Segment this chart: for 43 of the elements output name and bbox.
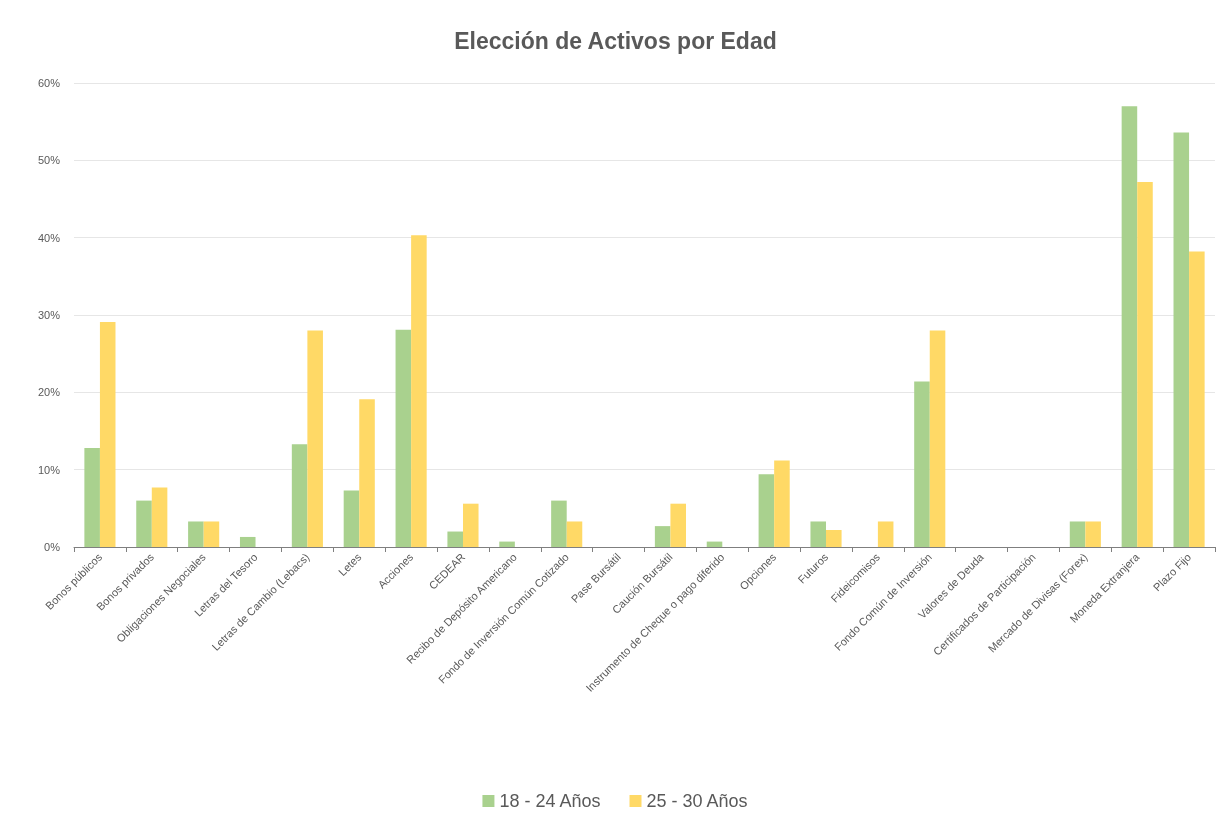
bar xyxy=(877,521,894,547)
y-tick-label: 50% xyxy=(37,154,61,167)
y-tick-label: 40% xyxy=(37,231,61,244)
bar xyxy=(151,487,168,547)
y-tick-label: 30% xyxy=(37,309,61,321)
bar xyxy=(758,474,775,547)
bar xyxy=(1189,251,1205,547)
bar xyxy=(654,526,671,547)
bar xyxy=(136,500,152,547)
bar xyxy=(84,448,100,547)
bar xyxy=(1121,106,1138,547)
bar xyxy=(1069,521,1086,547)
bar xyxy=(359,399,375,547)
bar xyxy=(99,321,116,547)
bar xyxy=(826,529,842,547)
bar xyxy=(499,541,515,547)
legend-label: 18 - 24 Años xyxy=(499,791,601,811)
bar xyxy=(929,330,946,547)
y-tick-label: 10% xyxy=(37,463,61,476)
bar xyxy=(551,500,567,547)
bar xyxy=(395,329,412,547)
bar xyxy=(462,503,479,547)
bar xyxy=(307,330,323,547)
bar xyxy=(447,531,463,547)
legend-label: 25 - 30 Años xyxy=(646,791,748,811)
bar xyxy=(774,460,790,547)
bar xyxy=(188,521,204,547)
y-tick-label: 60% xyxy=(37,77,61,89)
bar xyxy=(291,444,308,547)
bar xyxy=(810,521,827,547)
bar xyxy=(1085,521,1101,547)
bar xyxy=(670,503,686,547)
bar xyxy=(566,521,583,547)
bar xyxy=(1137,181,1153,547)
bar xyxy=(914,381,930,547)
y-tick-label: 20% xyxy=(37,386,61,399)
bar xyxy=(239,536,256,547)
chart-title: Elección de Activos por Edad xyxy=(454,27,777,54)
bar xyxy=(411,235,427,547)
bar xyxy=(203,521,220,547)
y-tick-label: 0% xyxy=(44,541,61,553)
bar xyxy=(1173,132,1190,547)
bar xyxy=(343,490,360,547)
